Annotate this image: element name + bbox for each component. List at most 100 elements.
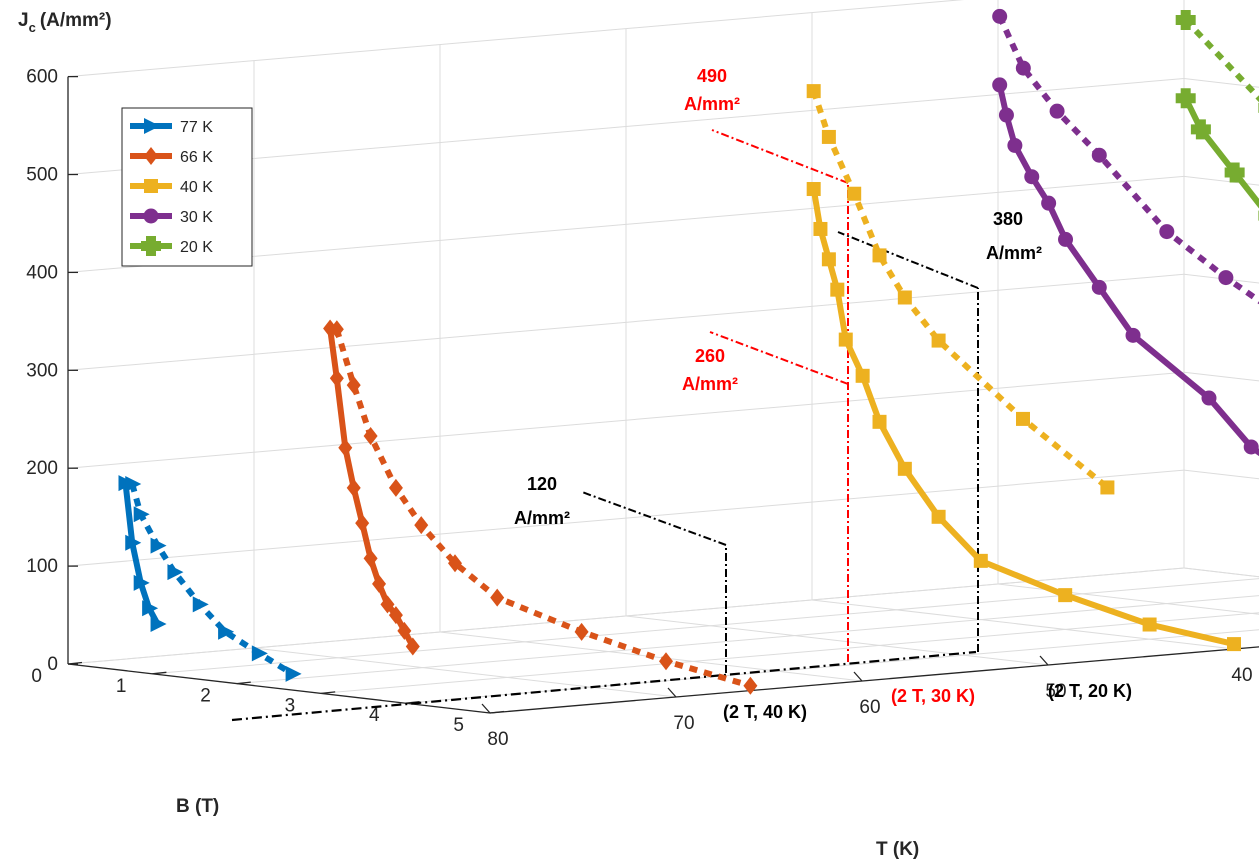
data-point <box>388 606 403 625</box>
data-point <box>1100 480 1115 495</box>
data-point <box>490 588 505 607</box>
y-tick <box>667 687 677 698</box>
annot-490-unit: A/mm² <box>684 94 740 114</box>
z-tick-label: 500 <box>26 165 58 186</box>
data-point <box>1243 439 1259 455</box>
y-tick-label: 50 <box>1045 681 1066 702</box>
series-line <box>129 483 295 677</box>
data-point <box>872 414 887 429</box>
data-point <box>897 461 912 476</box>
y-tick <box>853 671 863 682</box>
y-tick-label: 60 <box>859 697 880 718</box>
data-point <box>806 84 821 99</box>
annot-2T-20K: (2 T, 20 K) <box>1048 681 1132 701</box>
x-tick-label: 4 <box>369 705 380 726</box>
legend-marker <box>144 147 158 165</box>
data-point <box>414 516 429 535</box>
series-40K-dashed <box>806 84 1115 495</box>
data-point <box>1218 270 1234 286</box>
z-tick-label: 200 <box>26 458 58 479</box>
series-66K-dashed <box>329 320 758 695</box>
grid-line <box>1183 273 1259 284</box>
y-tick-label: 70 <box>673 713 694 734</box>
data-point <box>743 676 758 695</box>
data-point <box>125 475 142 492</box>
z-tick-label: 0 <box>47 654 58 675</box>
series-20K-solid <box>1175 88 1259 221</box>
data-point <box>574 622 589 641</box>
grid-line <box>1183 371 1259 382</box>
data-point <box>1024 169 1040 185</box>
data-point <box>251 645 268 662</box>
data-point <box>388 478 403 497</box>
legend-marker <box>143 208 159 224</box>
series-66K-solid <box>323 319 420 656</box>
data-point <box>405 637 420 656</box>
series-77K-solid <box>118 475 167 632</box>
axes-layer: 010020030040050060001234580706050403020 <box>26 67 1259 750</box>
grid-layer <box>67 0 1259 714</box>
annot-380-value: 380 <box>993 209 1023 229</box>
data-point <box>338 438 353 457</box>
data-point <box>133 574 150 591</box>
data-point <box>1190 119 1211 140</box>
y-tick-label: 80 <box>487 729 508 750</box>
x-tick-label: 1 <box>116 676 127 697</box>
legend-item: 40 K <box>130 179 213 196</box>
legend-label: 20 K <box>180 239 213 256</box>
grid-line <box>1183 469 1259 480</box>
annot-380-unit: A/mm² <box>986 243 1042 263</box>
data-point <box>1227 637 1241 652</box>
data-point <box>346 376 361 395</box>
series-line <box>122 482 161 626</box>
y-tick <box>481 703 491 714</box>
legend-item: 30 K <box>130 208 213 226</box>
data-point <box>931 509 946 524</box>
series-line <box>810 90 1110 490</box>
data-point <box>363 549 378 568</box>
data-point <box>847 186 862 201</box>
series-layer <box>118 8 1259 695</box>
z-tick-label: 100 <box>26 556 58 577</box>
legend-label: 30 K <box>180 209 213 226</box>
data-point <box>838 332 853 347</box>
data-point <box>150 537 167 554</box>
data-point <box>1224 162 1245 183</box>
legend-label: 77 K <box>180 119 213 136</box>
z-axis-label-main: J <box>18 10 29 31</box>
data-point <box>372 574 387 593</box>
data-point <box>285 665 302 682</box>
series-line <box>333 328 752 689</box>
guide-20K-leader <box>837 231 979 289</box>
legend-item: 77 K <box>130 118 213 136</box>
grid-line <box>1183 175 1259 186</box>
annot-260-value: 260 <box>695 346 725 366</box>
data-point <box>1016 411 1030 426</box>
legend-marker <box>141 236 161 256</box>
data-point <box>167 564 184 581</box>
z-tick-label: 400 <box>26 262 58 283</box>
data-point <box>346 478 361 497</box>
data-point <box>1058 231 1074 247</box>
data-point <box>150 615 167 632</box>
data-point <box>872 248 887 263</box>
data-point <box>329 320 344 339</box>
data-point <box>992 77 1008 93</box>
data-point <box>1175 9 1196 30</box>
grid-line <box>625 615 1049 666</box>
annot-120-value: 120 <box>527 474 557 494</box>
data-point <box>329 369 344 388</box>
y-tick <box>1039 655 1049 666</box>
data-point <box>821 129 836 144</box>
legend-label: 66 K <box>180 149 213 166</box>
x-tick <box>489 710 505 714</box>
data-point <box>125 534 142 551</box>
series-line <box>1183 96 1259 209</box>
x-tick <box>152 671 167 675</box>
data-point <box>1159 224 1175 240</box>
z-axis-label-sub: c <box>29 20 36 35</box>
data-point <box>1058 588 1073 603</box>
x-tick <box>236 681 251 685</box>
guide-lines <box>231 129 979 722</box>
